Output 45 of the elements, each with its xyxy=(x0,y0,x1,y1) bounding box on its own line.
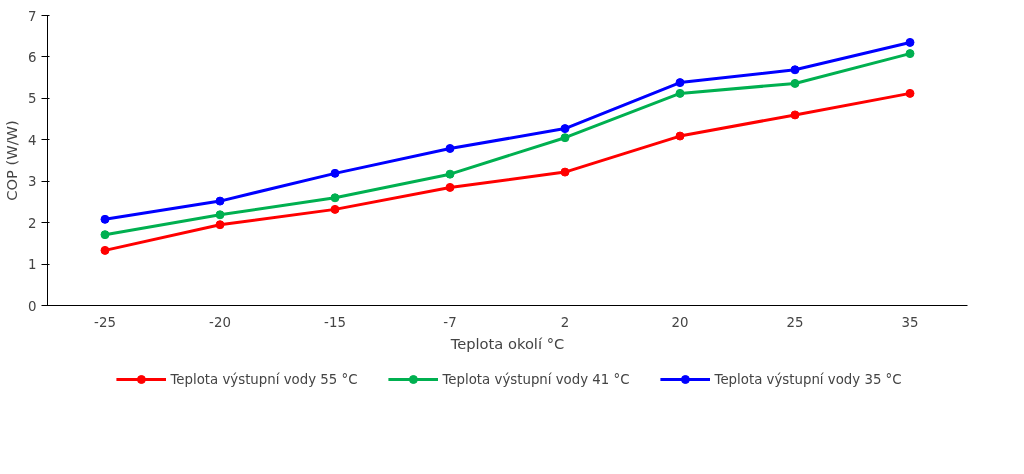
point xyxy=(790,110,800,120)
legend-label: Teplota výstupní vody 55 °C xyxy=(170,371,358,387)
point xyxy=(675,131,685,141)
y-tick-label: 4 xyxy=(28,132,37,148)
point xyxy=(675,78,685,88)
point xyxy=(215,210,225,220)
x-tick-label: 20 xyxy=(671,314,689,330)
x-tick-label: 25 xyxy=(786,314,804,330)
x-tick-label: -25 xyxy=(94,314,116,330)
point xyxy=(790,78,800,88)
y-tick-label: 7 xyxy=(28,8,37,24)
point xyxy=(675,88,685,98)
y-tick-label: 6 xyxy=(28,49,37,65)
point xyxy=(445,169,455,179)
point xyxy=(100,230,110,240)
point xyxy=(330,204,340,214)
point xyxy=(445,182,455,192)
legend-label: Teplota výstupní vody 41 °C xyxy=(442,371,630,387)
point xyxy=(100,245,110,255)
point xyxy=(215,220,225,230)
point xyxy=(905,88,915,98)
point xyxy=(560,124,570,134)
y-tick-label: 0 xyxy=(28,298,37,314)
x-axis-title: Teplota okolí °C xyxy=(449,334,565,352)
point xyxy=(905,49,915,59)
x-tick-label: 2 xyxy=(560,314,570,330)
y-tick-label: 3 xyxy=(28,174,37,190)
y-axis-title: COP (W/W) xyxy=(3,120,21,201)
point xyxy=(100,214,110,224)
point xyxy=(330,168,340,178)
x-tick-label: 35 xyxy=(901,314,919,330)
point xyxy=(790,65,800,75)
x-tick-label: -15 xyxy=(324,314,346,330)
point xyxy=(560,133,570,143)
point xyxy=(905,37,915,47)
y-tick-label: 5 xyxy=(28,91,37,107)
x-tick-label: -20 xyxy=(209,314,231,330)
legend-label: Teplota výstupní vody 35 °C xyxy=(714,371,902,387)
point xyxy=(215,196,225,206)
y-tick-label: 1 xyxy=(28,257,37,273)
point xyxy=(445,143,455,153)
point xyxy=(330,193,340,203)
y-tick-label: 2 xyxy=(28,215,37,231)
x-tick-label: -7 xyxy=(443,314,457,330)
point xyxy=(560,167,570,177)
